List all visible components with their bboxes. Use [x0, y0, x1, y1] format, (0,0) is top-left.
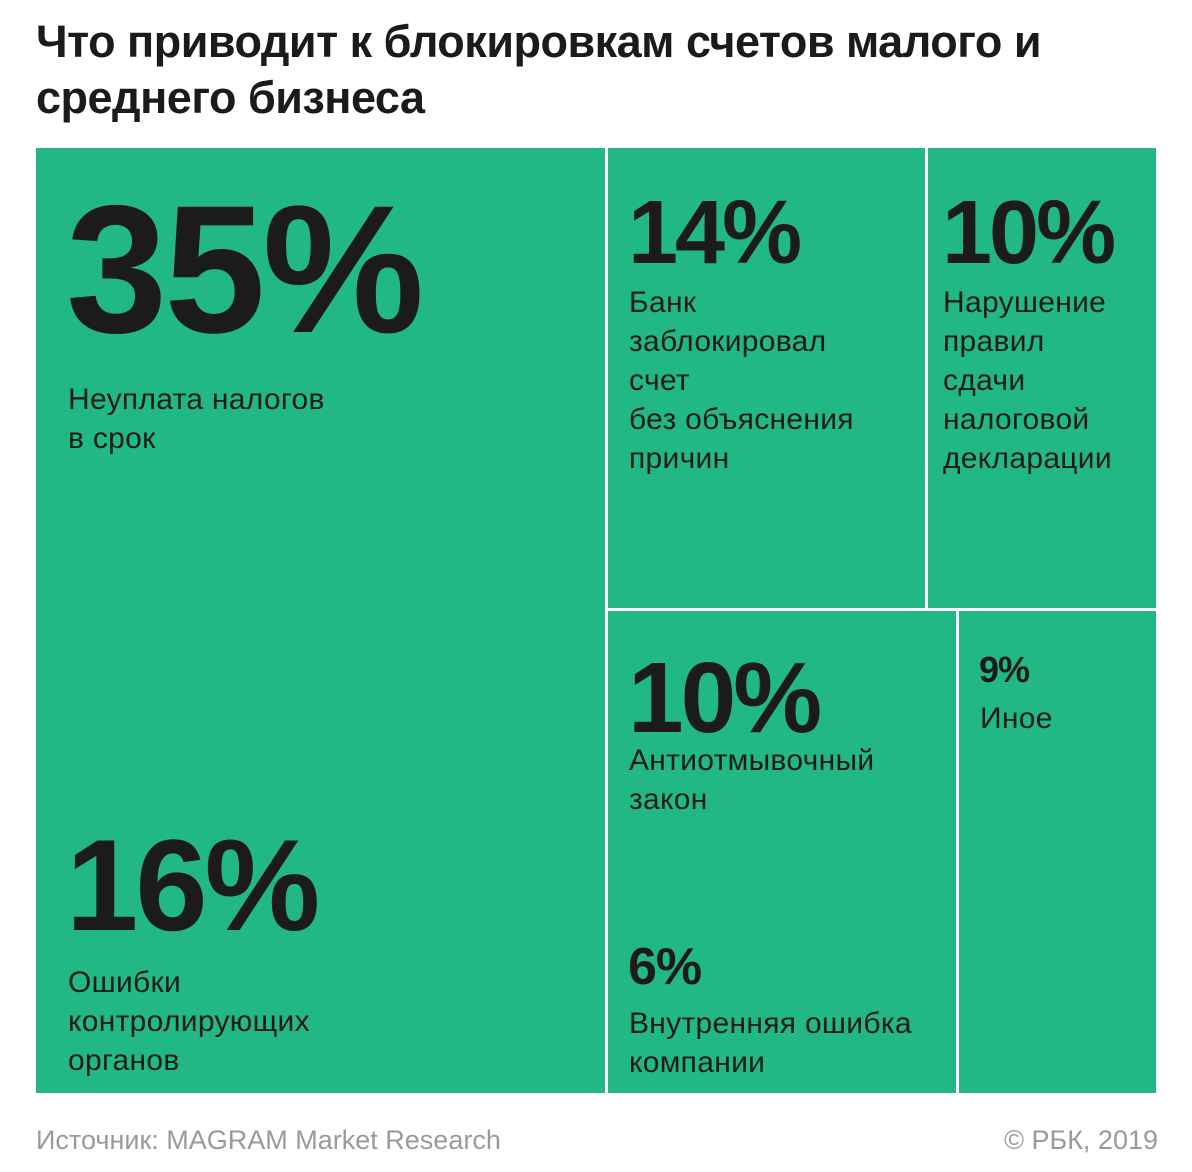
tile-value-taxes: 35%	[66, 167, 424, 371]
tile-taxes-and-control: 35% Неуплата налогов в срок 16% Ошибки к…	[36, 148, 605, 1093]
tile-other: 9% Иное	[959, 611, 1156, 1093]
source-note: Источник: MAGRAM Market Research	[36, 1125, 501, 1155]
tile-value-aml-law: 10%	[628, 642, 822, 754]
tile-label-tax-declaration: Нарушение правил сдачи налоговой деклара…	[943, 286, 1112, 475]
tile-value-tax-declaration: 10%	[942, 183, 1116, 283]
tile-value-other: 9%	[979, 649, 1030, 690]
tile-label-internal-error: Внутренняя ошибка компании	[629, 1007, 912, 1079]
tile-value-bank-blocked: 14%	[628, 183, 802, 283]
tile-value-internal-error: 6%	[628, 938, 702, 996]
tile-aml-and-internal: 10% Антиотмывочный закон 6% Внутренняя о…	[608, 611, 956, 1093]
tile-tax-declaration: 10% Нарушение правил сдачи налоговой дек…	[928, 148, 1156, 608]
tile-label-aml-law: Антиотмывочный закон	[629, 744, 875, 816]
tile-label-taxes: Неуплата налогов в срок	[68, 383, 325, 455]
tile-label-other: Иное	[980, 702, 1053, 735]
chart-title: Что приводит к блокировкам счетов малого…	[36, 16, 1042, 123]
tile-label-control-bodies: Ошибки контролирующих органов	[68, 966, 310, 1077]
tile-label-bank-blocked: Банк заблокировал счет без объяснения пр…	[629, 286, 854, 475]
treemap-chart: 35% Неуплата налогов в срок 16% Ошибки к…	[36, 148, 1156, 1093]
tile-value-control-bodies: 16%	[66, 812, 320, 958]
tile-bank-blocked: 14% Банк заблокировал счет без объяснени…	[608, 148, 925, 608]
copyright-note: © РБК, 2019	[1004, 1125, 1158, 1155]
